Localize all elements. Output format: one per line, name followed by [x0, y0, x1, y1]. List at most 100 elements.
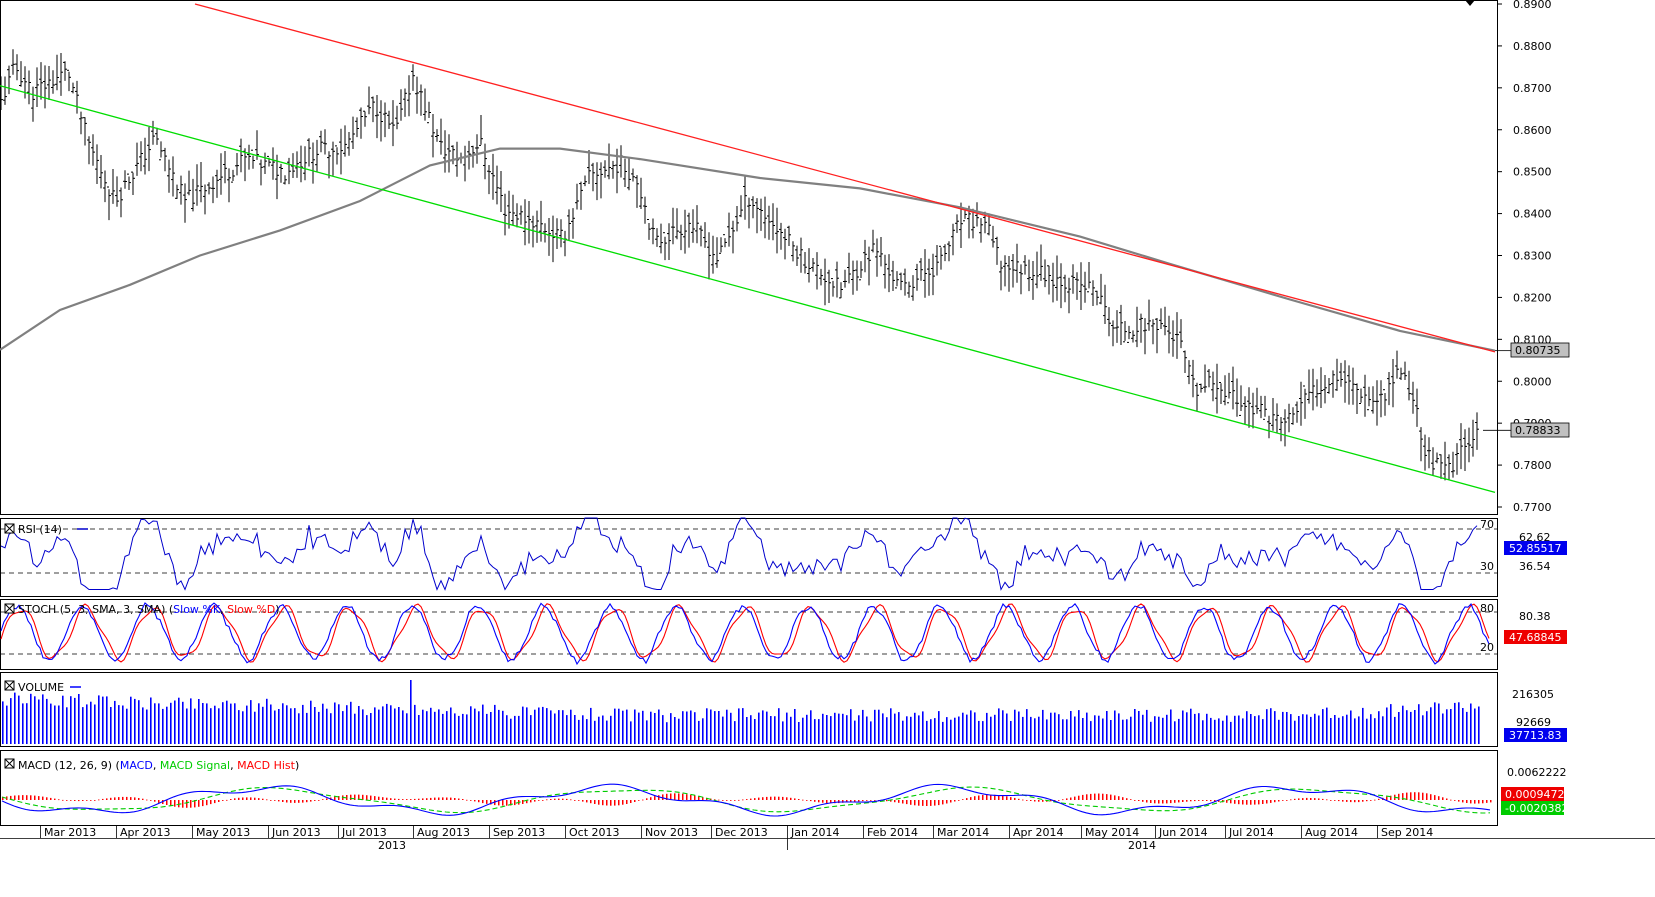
volume-bar [194, 708, 196, 744]
volume-bar [1038, 716, 1040, 744]
volume-bar [1358, 716, 1360, 744]
macd-hist-bar [1454, 800, 1456, 801]
volume-bar [1470, 703, 1472, 744]
volume-bar [950, 719, 952, 744]
volume-bar [1322, 709, 1324, 744]
volume-bar [22, 703, 24, 744]
macd-hist-bar [1374, 799, 1376, 801]
macd-toggle-icon[interactable] [4, 758, 15, 769]
macd-hist-bar [378, 796, 380, 800]
volume-bar [1278, 719, 1280, 744]
rsi-upper-label: 62.62 [1519, 531, 1551, 544]
macd-hist-bar [902, 800, 904, 804]
volume-bar [1354, 718, 1356, 744]
volume-bar [238, 710, 240, 744]
month-label: Jul 2014 [1228, 826, 1274, 839]
month-label: Sep 2013 [493, 826, 545, 839]
volume-bar [974, 712, 976, 744]
macd-hist-bar [738, 799, 740, 801]
macd-hist-bar [486, 800, 488, 804]
volume-bar [1070, 711, 1072, 744]
macd-line [1, 783, 1491, 817]
volume-bar [1026, 709, 1028, 744]
macd-hist-bar [402, 799, 404, 800]
volume-bar [6, 705, 8, 744]
volume-bar [682, 711, 684, 744]
volume-bar [250, 700, 252, 744]
macd-hist-bar [1214, 800, 1216, 802]
month-label: Feb 2014 [867, 826, 918, 839]
volume-bar [338, 704, 340, 744]
volume-bar [1378, 711, 1380, 744]
macd-hist-bar [262, 798, 264, 800]
macd-hist-bar [46, 797, 48, 800]
volume-bar [1190, 708, 1192, 744]
volume-bar [1462, 708, 1464, 744]
macd-hist-bar [522, 800, 524, 804]
volume-upper-label: 216305 [1512, 688, 1554, 701]
volume-bar [390, 705, 392, 744]
volume-bar [870, 721, 872, 744]
macd-hist-bar [138, 798, 140, 800]
macd-hist-bar [1166, 800, 1168, 804]
macd-hist-bar [914, 800, 916, 806]
macd-hist-bar [270, 800, 272, 801]
volume-bar [1350, 710, 1352, 744]
macd-hist-bar [574, 800, 576, 801]
volume-bar [478, 711, 480, 744]
macd-hist-bar [298, 800, 300, 803]
volume-bar [458, 715, 460, 744]
volume-bar [1246, 711, 1248, 744]
macd-hist-bar [722, 800, 724, 801]
volume-bar [1330, 718, 1332, 744]
macd-hist-bar [970, 797, 972, 800]
volume-bars [2, 680, 1480, 744]
volume-bar [1326, 707, 1328, 744]
macd-hist-bar [326, 798, 328, 800]
volume-bar [1214, 719, 1216, 744]
macd-hist-bar [526, 800, 528, 804]
volume-bar [806, 714, 808, 744]
volume-bar [102, 696, 104, 744]
macd-hist-bar [562, 798, 564, 800]
volume-bar [918, 715, 920, 744]
volume-bar [650, 711, 652, 744]
macd-hist-bar [854, 800, 856, 802]
volume-bar [566, 715, 568, 744]
year-label-2013: 2013 [378, 839, 406, 852]
volume-bar [1106, 711, 1108, 744]
macd-hist-bar [18, 795, 20, 800]
macd-hist-bar [986, 794, 988, 800]
macd-hist-bar [294, 800, 296, 803]
volume-bar [418, 715, 420, 744]
macd-hist-bar [230, 799, 232, 800]
volume-bar [1314, 713, 1316, 744]
volume-bar [86, 704, 88, 744]
volume-bar [1150, 721, 1152, 744]
svg-text:MACD (12, 26, 9) (MACD, MACD S: MACD (12, 26, 9) (MACD, MACD Signal, MAC… [18, 759, 299, 772]
volume-toggle-icon[interactable] [4, 680, 15, 691]
macd-hist-bar [1230, 800, 1232, 804]
volume-bar [514, 715, 516, 744]
volume-bar [1094, 715, 1096, 744]
volume-bar [914, 712, 916, 744]
ma-last-value-box: 0.80735 [1510, 342, 1570, 358]
macd-hist-bar [702, 797, 704, 800]
macd-hist-bar [750, 798, 752, 800]
rsi-toggle-icon[interactable] [4, 523, 15, 534]
macd-hist-bar [1234, 800, 1236, 804]
stoch-toggle-icon[interactable] [4, 603, 15, 614]
macd-hist-bar [586, 800, 588, 803]
macd-hist-bar [430, 797, 432, 800]
macd-hist-bar [602, 800, 604, 806]
volume-bar [782, 721, 784, 744]
macd-legend-hist: MACD Hist [237, 759, 296, 772]
macd-hist-bar [1126, 798, 1128, 800]
month-label: Mar 2013 [44, 826, 96, 839]
volume-bar [1158, 716, 1160, 744]
volume-bar [270, 704, 272, 744]
volume-bar [822, 713, 824, 744]
volume-bar [90, 701, 92, 744]
volume-bar [494, 704, 496, 744]
macd-hist-bar [422, 798, 424, 800]
